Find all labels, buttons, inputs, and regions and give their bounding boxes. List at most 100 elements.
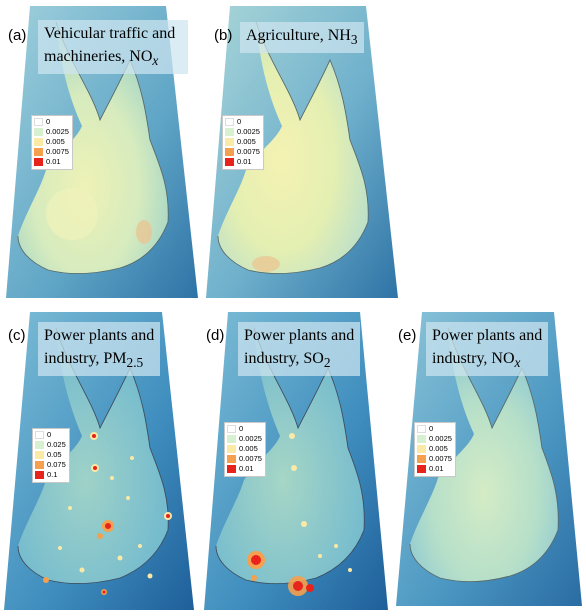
- title-subscript: 2.5: [126, 355, 144, 371]
- panel-c: (c) Power plants and industry, PM2.5 0 0…: [0, 308, 196, 612]
- panel-title: Vehicular traffic and machineries, NOx: [38, 20, 188, 75]
- title-text: machineries, NO: [44, 48, 153, 65]
- legend: 0 0.025 0.05 0.075 0.1: [32, 428, 70, 483]
- legend-item: 0.0025: [34, 127, 69, 137]
- legend-value: 0: [429, 424, 434, 433]
- panel-title: Power plants and industry, PM2.5: [38, 322, 161, 377]
- legend-value: 0.0075: [237, 147, 260, 156]
- emission-hotspots: [247, 433, 352, 596]
- legend-value: 0.05: [47, 450, 62, 459]
- panel-d: (d) Power plants and industry, SO2 0 0.0…: [200, 308, 390, 612]
- legend-swatch: [417, 435, 426, 443]
- legend-value: 0.005: [46, 137, 65, 146]
- legend-swatch: [35, 461, 44, 469]
- legend-value: 0.005: [239, 444, 258, 453]
- legend-item: 0: [34, 117, 69, 127]
- panel-e: (e) Power plants and industry, NOx 0 0.0…: [392, 308, 584, 608]
- legend-item: 0: [417, 424, 452, 434]
- legend: 0 0.0025 0.005 0.0075 0.01: [31, 115, 73, 170]
- panel-label: (e): [398, 327, 417, 344]
- legend-swatch: [227, 425, 236, 433]
- map-c: [4, 312, 194, 610]
- title-subscript: x: [152, 53, 159, 69]
- legend-value: 0.0025: [46, 127, 69, 136]
- legend-item: 0.01: [417, 464, 452, 474]
- legend-swatch: [225, 118, 234, 126]
- title-subscript: 2: [323, 355, 331, 371]
- legend-swatch: [35, 431, 44, 439]
- legend-swatch: [417, 425, 426, 433]
- legend: 0 0.0025 0.005 0.0075 0.01: [414, 422, 456, 477]
- legend-value: 0.0075: [46, 147, 69, 156]
- legend-swatch: [35, 451, 44, 459]
- legend-swatch: [227, 465, 236, 473]
- legend-value: 0: [239, 424, 244, 433]
- legend-item: 0.075: [35, 460, 66, 470]
- legend-value: 0.005: [237, 137, 256, 146]
- panel-a: (a) Vehicular traffic and machineries, N…: [0, 0, 200, 300]
- legend-item: 0.1: [35, 470, 66, 480]
- panel-label: (d): [206, 327, 225, 344]
- title-line-1: Vehicular traffic and: [44, 25, 176, 42]
- title-text: Agriculture, NH: [246, 27, 351, 44]
- legend-value: 0: [46, 117, 51, 126]
- legend-swatch: [34, 138, 43, 146]
- legend-value: 0.01: [237, 157, 252, 166]
- legend-swatch: [227, 455, 236, 463]
- legend-item: 0: [35, 430, 66, 440]
- legend-swatch: [417, 465, 426, 473]
- legend-item: 0: [225, 117, 260, 127]
- emission-hotspots: [43, 432, 172, 595]
- legend-swatch: [35, 441, 44, 449]
- title-line-1: Power plants and: [44, 327, 155, 344]
- panel-b: (b) Agriculture, NH3 0 0.0025 0.005 0.00…: [200, 0, 400, 300]
- legend-item: 0.0075: [34, 147, 69, 157]
- legend-item: 0.0075: [417, 454, 452, 464]
- title-text: industry, PM: [44, 350, 127, 367]
- legend-item: 0.005: [34, 137, 69, 147]
- legend-swatch: [417, 455, 426, 463]
- legend-item: 0.005: [417, 444, 452, 454]
- legend-value: 0.025: [47, 440, 66, 449]
- title-line-1: Power plants and: [432, 327, 543, 344]
- legend-swatch: [35, 471, 44, 479]
- legend-item: 0.05: [35, 450, 66, 460]
- map-a: [6, 6, 198, 298]
- legend-item: 0.0025: [417, 434, 452, 444]
- legend-value: 0.01: [239, 464, 254, 473]
- legend-swatch: [225, 138, 234, 146]
- legend-item: 0.0075: [227, 454, 262, 464]
- legend: 0 0.0025 0.005 0.0075 0.01: [224, 422, 266, 477]
- legend-value: 0.0075: [429, 454, 452, 463]
- panel-label: (b): [214, 27, 233, 44]
- legend-swatch: [417, 445, 426, 453]
- panel-label: (a): [8, 27, 27, 44]
- legend-item: 0.0075: [225, 147, 260, 157]
- legend-value: 0.0075: [239, 454, 262, 463]
- legend-swatch: [34, 118, 43, 126]
- legend-item: 0.01: [227, 464, 262, 474]
- map-b: [206, 6, 398, 298]
- legend-value: 0.1: [47, 470, 58, 479]
- legend-swatch: [225, 158, 234, 166]
- legend-item: 0.005: [225, 137, 260, 147]
- legend-item: 0.01: [34, 157, 69, 167]
- legend: 0 0.0025 0.005 0.0075 0.01: [222, 115, 264, 170]
- map-d: [204, 312, 388, 610]
- panel-label: (c): [8, 327, 26, 344]
- legend-swatch: [34, 158, 43, 166]
- legend-item: 0.0025: [227, 434, 262, 444]
- panel-title: Agriculture, NH3: [240, 22, 364, 54]
- title-line-1: Agriculture, NH3: [246, 24, 358, 51]
- legend-swatch: [227, 445, 236, 453]
- panel-title: Power plants and industry, NOx: [426, 322, 549, 377]
- legend-value: 0: [47, 430, 52, 439]
- legend-value: 0.0025: [237, 127, 260, 136]
- title-line-2: industry, SO2: [244, 347, 354, 374]
- title-text: industry, SO: [244, 350, 324, 367]
- title-line-2: industry, NOx: [432, 347, 542, 374]
- legend-swatch: [227, 435, 236, 443]
- title-line-1: Power plants and: [244, 327, 355, 344]
- title-text: industry, NO: [432, 350, 515, 367]
- map-e: [396, 312, 582, 606]
